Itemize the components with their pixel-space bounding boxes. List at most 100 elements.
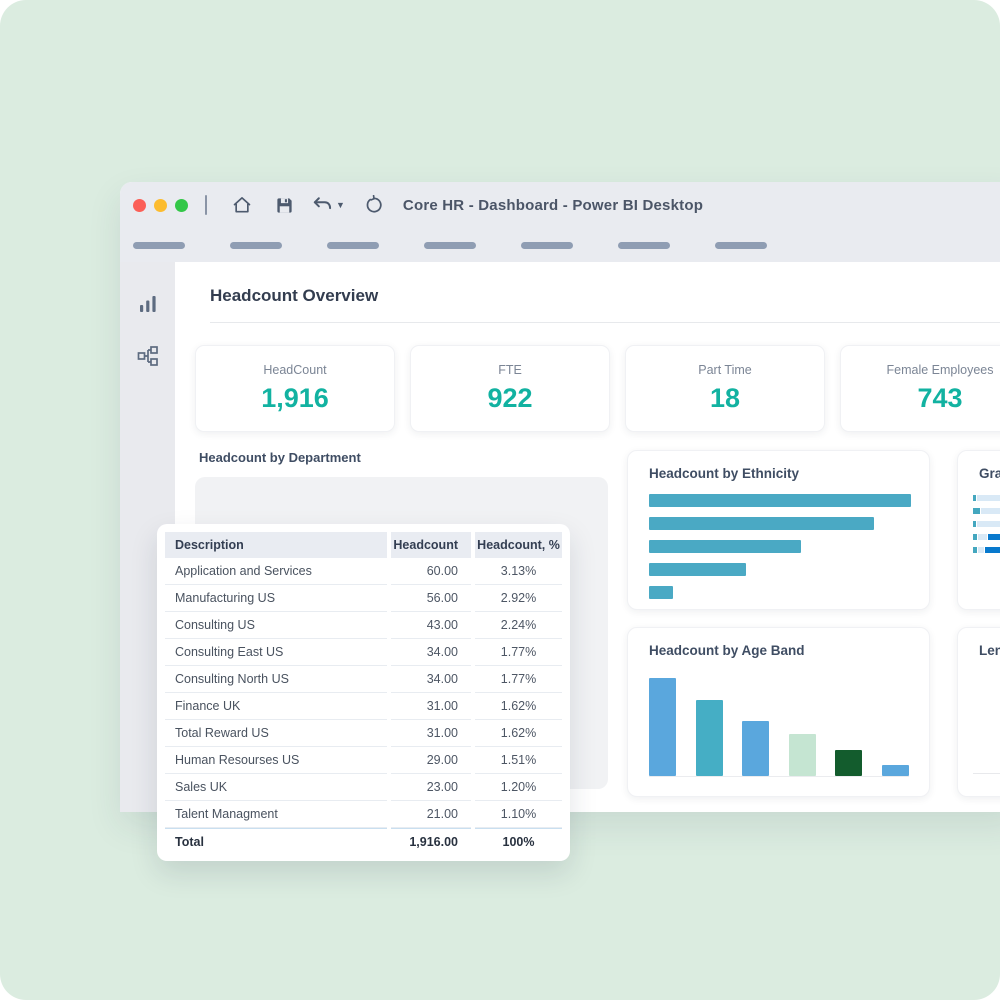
ageband-bar[interactable] xyxy=(695,700,723,776)
ethnicity-chart-title: Headcount by Ethnicity xyxy=(649,466,800,481)
grade-bar-segment xyxy=(973,534,977,540)
kpi-card[interactable]: Part Time 18 xyxy=(625,345,825,432)
table-cell-headcount-pct: 1.77% xyxy=(475,639,562,666)
window-controls xyxy=(133,198,188,212)
ageband-bar[interactable] xyxy=(835,750,863,776)
table-cell-headcount: 23.00 xyxy=(391,774,471,801)
ethnicity-bar[interactable] xyxy=(649,517,874,530)
table-row[interactable]: Consulting East US 34.00 1.77% xyxy=(165,639,562,666)
window-title: Core HR - Dashboard - Power BI Desktop xyxy=(402,196,704,214)
kpi-card[interactable]: Female Employees 743 xyxy=(840,345,1000,432)
table-cell-description: Human Resourses US xyxy=(165,747,387,774)
close-window-button[interactable] xyxy=(133,198,146,212)
table-row[interactable]: Sales UK 23.00 1.20% xyxy=(165,774,562,801)
table-cell-headcount: 29.00 xyxy=(391,747,471,774)
grade-bar-segment xyxy=(977,521,1000,527)
ageband-bars xyxy=(649,678,909,777)
menu-pill[interactable] xyxy=(618,241,670,249)
ageband-card[interactable]: Headcount by Age Band xyxy=(627,627,930,797)
ageband-bar[interactable] xyxy=(788,734,816,776)
model-view-icon[interactable] xyxy=(136,344,160,368)
ethnicity-card[interactable]: Headcount by Ethnicity xyxy=(627,450,930,610)
grade-bar-segment xyxy=(977,495,1000,501)
kpi-label: HeadCount xyxy=(263,363,327,377)
ethnicity-bar[interactable] xyxy=(649,494,911,507)
table-row[interactable]: Manufacturing US 56.00 2.92% xyxy=(165,585,562,612)
department-chart-title: Headcount by Department xyxy=(199,450,361,465)
menu-pill[interactable] xyxy=(133,241,185,249)
menu-pill[interactable] xyxy=(327,241,379,249)
table-header-description[interactable]: Description xyxy=(165,532,387,558)
ethnicity-bar[interactable] xyxy=(649,540,801,553)
ageband-chart-title: Headcount by Age Band xyxy=(649,643,805,658)
ethnicity-bars xyxy=(628,481,929,599)
grade-bar-row[interactable] xyxy=(973,547,1000,553)
maximize-window-button[interactable] xyxy=(175,198,188,212)
ageband-bar[interactable] xyxy=(742,721,770,776)
grade-bar-segment xyxy=(978,547,984,553)
menu-pill[interactable] xyxy=(230,241,282,249)
table-body: Application and Services 60.00 3.13% Manufa… xyxy=(165,558,562,828)
table-cell-description: Consulting North US xyxy=(165,666,387,693)
ageband-bar[interactable] xyxy=(881,765,909,776)
menu-pill[interactable] xyxy=(424,241,476,249)
undo-button[interactable]: ▼ xyxy=(311,196,345,214)
table-header-headcount-pct[interactable]: Headcount, % xyxy=(475,532,562,558)
kpi-value: 743 xyxy=(917,383,963,413)
table-row[interactable]: Human Resourses US 29.00 1.51% xyxy=(165,747,562,774)
table-cell-headcount-pct: 1.20% xyxy=(475,774,562,801)
table-cell-headcount-pct: 1.10% xyxy=(475,801,562,828)
table-cell-headcount-pct: 3.13% xyxy=(475,558,562,585)
menu-pill[interactable] xyxy=(521,241,573,249)
ageband-bar[interactable] xyxy=(649,678,676,776)
table-header-headcount[interactable]: Headcount xyxy=(391,532,471,558)
titlebar-divider xyxy=(205,195,207,215)
table-row[interactable]: Talent Managment 21.00 1.10% xyxy=(165,801,562,828)
menu-bar xyxy=(120,228,1000,262)
table-cell-headcount: 34.00 xyxy=(391,666,471,693)
grade-bar-segment xyxy=(973,547,977,553)
grade-bar-row[interactable] xyxy=(973,534,1000,540)
table-cell-description: Consulting East US xyxy=(165,639,387,666)
grade-card[interactable]: Grad xyxy=(957,450,1000,610)
table-row[interactable]: Consulting US 43.00 2.24% xyxy=(165,612,562,639)
save-icon[interactable] xyxy=(273,194,295,216)
table-row[interactable]: Total Reward US 31.00 1.62% xyxy=(165,720,562,747)
refresh-icon[interactable] xyxy=(363,194,385,216)
kpi-card[interactable]: HeadCount 1,916 xyxy=(195,345,395,432)
home-icon[interactable] xyxy=(231,194,253,216)
table-cell-headcount: 31.00 xyxy=(391,720,471,747)
table-cell-headcount-pct: 1.62% xyxy=(475,693,562,720)
grade-bar-row[interactable] xyxy=(973,495,1000,501)
table-cell-headcount: 43.00 xyxy=(391,612,471,639)
total-label: Total xyxy=(165,828,387,855)
ethnicity-bar[interactable] xyxy=(649,586,673,599)
kpi-label: FTE xyxy=(498,363,522,377)
minimize-window-button[interactable] xyxy=(154,198,167,212)
powerbi-window: ▼ Core HR - Dashboard - Power BI Desktop xyxy=(120,182,1000,861)
grade-bar-segment xyxy=(988,534,1000,540)
grade-bar-row[interactable] xyxy=(973,521,1000,527)
grade-bar-row[interactable] xyxy=(973,508,1000,514)
kpi-label: Part Time xyxy=(698,363,752,377)
table-row[interactable]: Application and Services 60.00 3.13% xyxy=(165,558,562,585)
undo-dropdown-caret-icon[interactable]: ▼ xyxy=(336,200,345,210)
length-card[interactable]: Leng xyxy=(957,627,1000,797)
table-cell-headcount: 21.00 xyxy=(391,801,471,828)
table-total-row: Total 1,916.00 100% xyxy=(165,828,562,855)
table-cell-description: Talent Managment xyxy=(165,801,387,828)
total-headcount: 1,916.00 xyxy=(391,828,471,855)
table-cell-headcount-pct: 1.51% xyxy=(475,747,562,774)
menu-pill[interactable] xyxy=(715,241,767,249)
table-row[interactable]: Finance UK 31.00 1.62% xyxy=(165,693,562,720)
table-cell-description: Total Reward US xyxy=(165,720,387,747)
table-cell-headcount: 31.00 xyxy=(391,693,471,720)
table-cell-description: Finance UK xyxy=(165,693,387,720)
kpi-card[interactable]: FTE 922 xyxy=(410,345,610,432)
grade-bar-segment xyxy=(981,508,1000,514)
report-view-icon[interactable] xyxy=(136,292,160,316)
ethnicity-bar[interactable] xyxy=(649,563,746,576)
table-cell-headcount-pct: 1.77% xyxy=(475,666,562,693)
table-row[interactable]: Consulting North US 34.00 1.77% xyxy=(165,666,562,693)
